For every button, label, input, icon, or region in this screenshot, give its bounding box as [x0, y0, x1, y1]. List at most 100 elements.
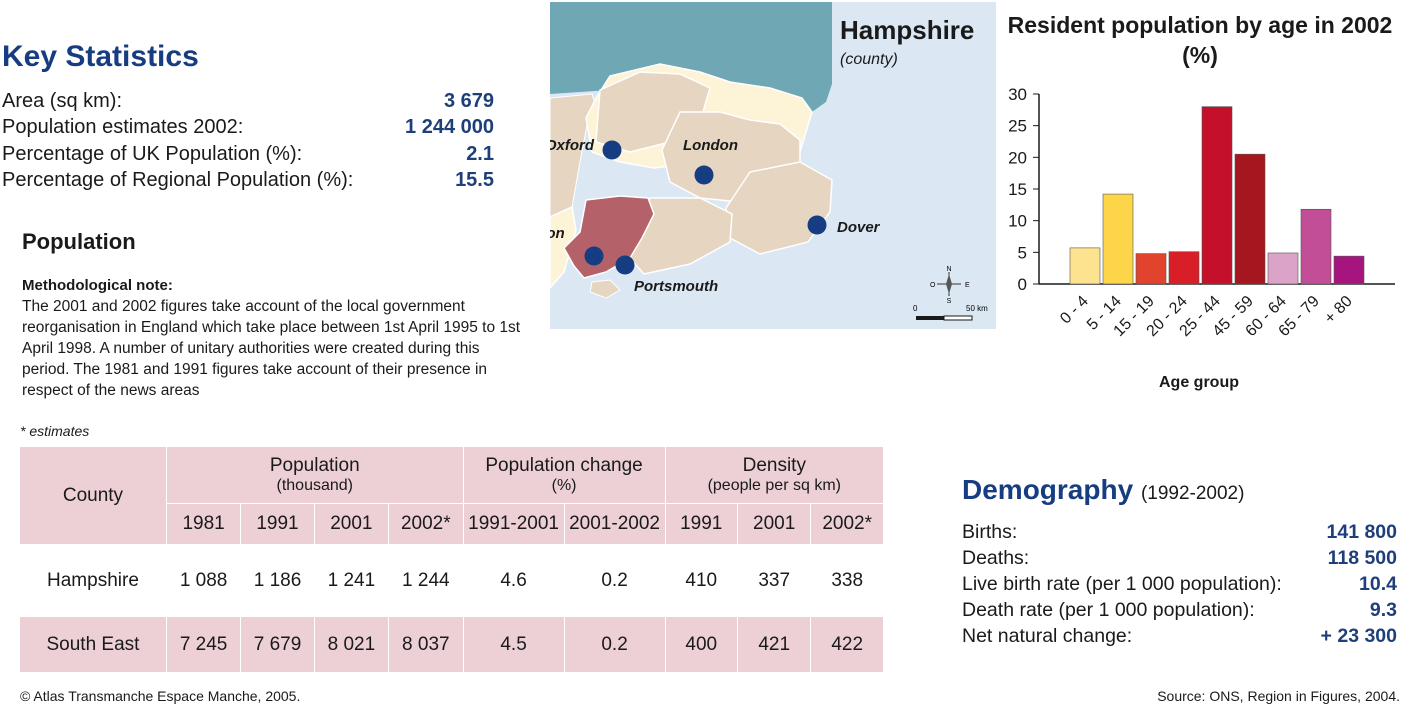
- compass-w: O: [930, 282, 936, 289]
- subheader-cell: 1981: [165, 503, 242, 545]
- city-marker-portsmouth: [615, 255, 635, 275]
- y-tick-label: 5: [1018, 243, 1027, 262]
- stat-value: 3 679: [443, 90, 494, 112]
- group-subtitle: (people per sq km): [707, 477, 841, 494]
- demo-label: Death rate (per 1 000 population):: [962, 599, 1255, 621]
- city-label-portsmouth: Portsmouth: [634, 278, 718, 295]
- table-cell: 8 037: [388, 616, 464, 673]
- demo-value: 10.4: [1359, 573, 1397, 595]
- stat-label: Area (sq km):: [2, 90, 123, 112]
- y-tick-label: 25: [1008, 117, 1027, 136]
- bar: [1135, 253, 1167, 285]
- table-cell: 0.2: [563, 616, 666, 673]
- city-marker-dover: [807, 215, 827, 235]
- demo-label: Deaths:: [962, 547, 1030, 569]
- population-table: County Population (thousand) Population …: [19, 446, 885, 673]
- bar: [1069, 247, 1101, 285]
- table-cell: 7 679: [240, 616, 315, 673]
- bar: [1201, 106, 1233, 285]
- copyright-note: © Atlas Transmanche Espace Manche, 2005.: [20, 688, 301, 704]
- group-subtitle: (thousand): [276, 477, 354, 494]
- source-note: Source: ONS, Region in Figures, 2004.: [1157, 688, 1400, 704]
- bar: [1234, 153, 1266, 285]
- table-cell: 1 186: [240, 544, 315, 617]
- table-cell: 338: [810, 544, 884, 617]
- table-row: Hampshire 1 088 1 186 1 241 1 244 4.6 0.…: [19, 544, 884, 617]
- y-tick-label: 15: [1008, 180, 1027, 199]
- bar: [1102, 193, 1134, 285]
- scale-start: 0: [913, 304, 918, 313]
- stat-label: Percentage of UK Population (%):: [2, 143, 303, 165]
- demo-label: Net natural change:: [962, 625, 1133, 647]
- table-cell: 1 088: [165, 544, 242, 617]
- city-marker-london: [694, 165, 714, 185]
- table-cell: 1 241: [313, 544, 390, 617]
- group-subtitle: (%): [551, 477, 577, 494]
- demo-label: Live birth rate (per 1 000 population):: [962, 573, 1282, 595]
- stat-value: 2.1: [466, 143, 494, 165]
- subheader-cell: 2001: [736, 503, 812, 545]
- subheader-cell: 2001: [313, 503, 390, 545]
- table-cell: 1 244: [388, 544, 464, 617]
- methodological-note-text: The 2001 and 2002 figures take account o…: [22, 298, 521, 399]
- group-title: Population change: [485, 455, 643, 476]
- x-axis-title: Age group: [1159, 374, 1239, 391]
- city-label-oxford: Oxford: [550, 137, 595, 154]
- group-header-population: Population (thousand): [165, 446, 464, 504]
- isle-of-wight: [589, 279, 621, 299]
- city-marker-oxford: [602, 140, 622, 160]
- x-tick-label: + 80: [1321, 293, 1355, 327]
- methodological-note-title: Methodological note:: [22, 277, 173, 294]
- bar: [1300, 208, 1332, 285]
- table-cell: 410: [664, 544, 738, 617]
- demo-value: + 23 300: [1320, 625, 1397, 647]
- subheader-cell: 2002*: [388, 503, 464, 545]
- subheader-cell: 2002*: [810, 503, 884, 545]
- group-header-population-change: Population change (%): [462, 446, 666, 504]
- stat-value: 15.5: [455, 169, 494, 191]
- bar: [1333, 255, 1365, 285]
- compass-e: E: [965, 282, 970, 289]
- demo-value: 9.3: [1369, 599, 1397, 621]
- table-cell: 0.2: [563, 544, 666, 617]
- table-cell: 7 245: [165, 616, 242, 673]
- bar: [1267, 252, 1299, 285]
- stat-value: 1 244 000: [405, 116, 494, 138]
- county-cell: Hampshire: [19, 544, 167, 617]
- scale-end: 50 km: [966, 304, 988, 313]
- scale-bar: 0 50 km: [913, 304, 988, 321]
- subheader-cell: 1991-2001: [462, 503, 565, 545]
- city-label-southampton: Southampton: [550, 225, 565, 242]
- city-marker-southampton: [584, 246, 604, 266]
- y-tick-label: 20: [1008, 148, 1027, 167]
- population-title: Population: [22, 229, 136, 254]
- subheader-cell: 1991: [240, 503, 315, 545]
- compass-n: N: [946, 266, 951, 273]
- table-cell: 4.6: [462, 544, 565, 617]
- y-tick-label: 30: [1008, 85, 1027, 104]
- chart-title: Resident population by age in 2002 (%): [1007, 12, 1393, 68]
- demo-value: 141 800: [1326, 521, 1398, 543]
- y-tick-label: 0: [1018, 275, 1027, 294]
- table-subheader-row: 1981 1991 2001 2002* 1991-2001 2001-2002…: [20, 503, 884, 545]
- demography-heading: Demography (1992-2002): [962, 474, 1244, 506]
- city-label-dover: Dover: [837, 219, 881, 236]
- stat-label: Population estimates 2002:: [2, 116, 244, 138]
- stat-label: Percentage of Regional Population (%):: [2, 169, 354, 191]
- table-cell: 421: [736, 616, 812, 673]
- county-cell: South East: [19, 616, 167, 673]
- map-subtitle: (county): [840, 51, 898, 68]
- table-cell: 8 021: [313, 616, 390, 673]
- group-title: Density: [742, 455, 806, 476]
- demo-label: Births:: [962, 521, 1018, 543]
- key-statistics-title: Key Statistics: [2, 40, 199, 73]
- map-title: Hampshire: [840, 15, 974, 45]
- group-title: Population: [269, 455, 360, 476]
- compass-s: S: [947, 298, 952, 305]
- table-cell: 400: [664, 616, 738, 673]
- table-cell: 337: [736, 544, 812, 617]
- bar: [1168, 251, 1200, 285]
- table-cell: 4.5: [462, 616, 565, 673]
- table-group-header-row: County Population (thousand) Population …: [19, 446, 885, 545]
